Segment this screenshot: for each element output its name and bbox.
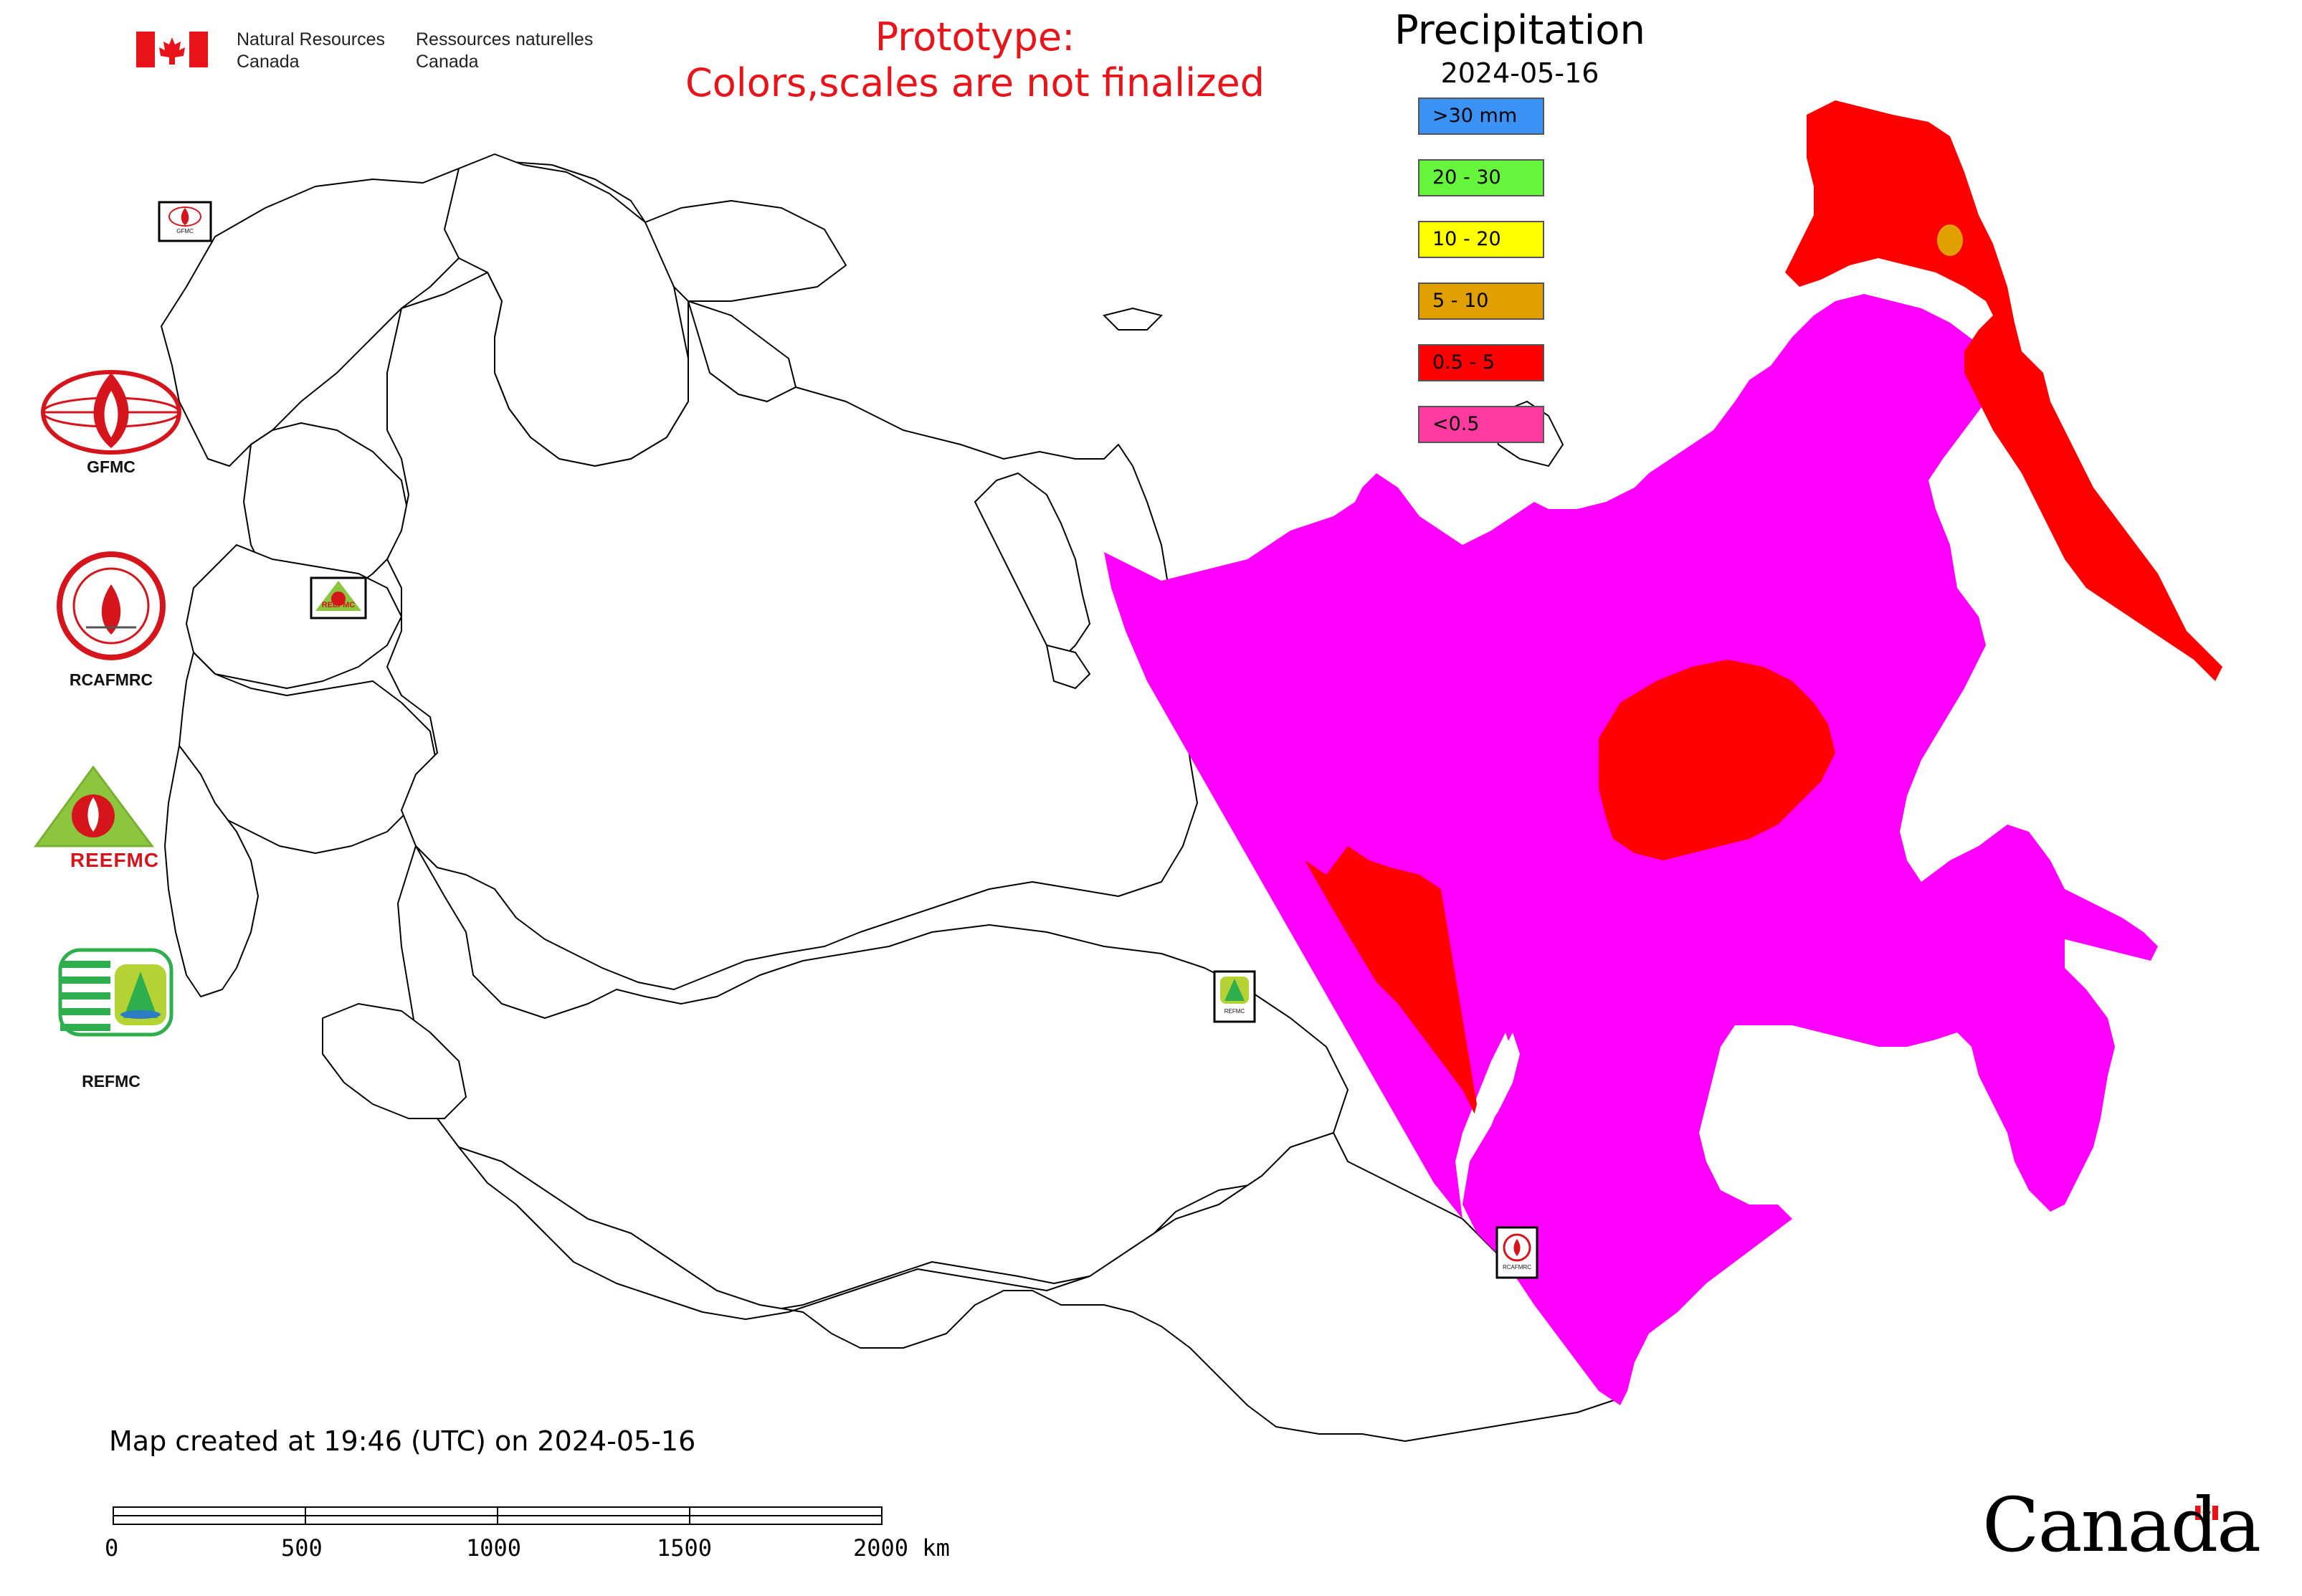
scale-label-2000: 2000 km — [853, 1534, 950, 1562]
refmc-label: REFMC — [82, 1072, 141, 1091]
scale-label-0: 0 — [105, 1534, 119, 1562]
nrcan-flag-icon — [136, 32, 208, 67]
precip-spot-orange — [1937, 224, 1963, 256]
canada-wordmark: Canada — [1982, 1481, 2261, 1569]
novaya-zemlya-outline — [974, 472, 1091, 661]
agency-name-fr: Ressources naturelles Canada — [416, 29, 594, 72]
scale-label-500: 500 — [281, 1534, 323, 1562]
legend-item-5-10: 5 - 10 — [1418, 282, 1544, 320]
precip-area-medium — [1305, 100, 2222, 1133]
rcafmrc-badge-text: RCAFMRC — [1503, 1264, 1531, 1270]
scale-bar — [113, 1506, 883, 1525]
legend-item-10-20: 10 - 20 — [1418, 221, 1544, 258]
refmc-logo — [58, 948, 173, 1037]
caucasus-outline — [322, 1003, 467, 1119]
map-created-timestamp: Map created at 19:46 (UTC) on 2024-05-16 — [109, 1425, 696, 1457]
precip-red-west — [1305, 846, 1484, 1133]
legend-title: Precipitation — [1394, 7, 1646, 54]
legend-item-0.5-5: 0.5 - 5 — [1418, 344, 1544, 381]
vaygach-outline — [1045, 644, 1091, 690]
precip-red-east — [1785, 100, 2222, 681]
european-russia-outline — [386, 272, 1198, 990]
scale-label-1500: 1500 — [657, 1534, 713, 1562]
legend-date: 2024-05-16 — [1440, 57, 1599, 89]
legend-item-gt30: >30 mm — [1418, 98, 1544, 135]
canada-wordmark-flag-icon — [2195, 1505, 2218, 1521]
refmc-badge-text: REFMC — [1224, 1008, 1245, 1015]
kola-outline — [645, 200, 847, 302]
gfmc-logo — [41, 370, 181, 455]
nrcan-signature: Natural Resources Canada Ressources natu… — [136, 29, 595, 79]
gfmc-label: GFMC — [87, 457, 135, 476]
refmc-map-badge — [1213, 970, 1256, 1023]
lake-baikal — [1470, 1032, 1520, 1147]
franz-josef-outline — [1103, 307, 1163, 331]
agency-name-en: Natural Resources Canada — [237, 29, 386, 72]
gfmc-badge-text: GFMC — [176, 228, 194, 234]
gfmc-map-badge — [158, 201, 212, 242]
reefmc-map-badge — [310, 576, 367, 619]
moldova-romania-outline — [164, 745, 259, 997]
prototype-notice: Prototype: Colors,scales are not finaliz… — [631, 14, 1319, 106]
rcafmrc-label: RCAFMRC — [69, 670, 153, 689]
legend-item-20-30: 20 - 30 — [1418, 159, 1544, 196]
rcafmrc-logo — [57, 551, 166, 660]
precip-red-central — [1599, 660, 1835, 860]
legend-item-lt0.5: <0.5 — [1418, 406, 1544, 443]
reefmc-badge-text: REEFMC — [321, 601, 356, 609]
country-outlines — [161, 153, 1621, 1442]
arctic-islands — [974, 307, 1564, 690]
prototype-line-2: Colors,scales are not finalized — [685, 60, 1265, 105]
scale-label-1000: 1000 — [466, 1534, 522, 1562]
rcafmrc-map-badge — [1495, 1226, 1538, 1279]
reefmc-logo-text: REEFMC — [70, 849, 160, 871]
prototype-line-1: Prototype: — [875, 14, 1075, 60]
reefmc-logo — [34, 765, 154, 847]
